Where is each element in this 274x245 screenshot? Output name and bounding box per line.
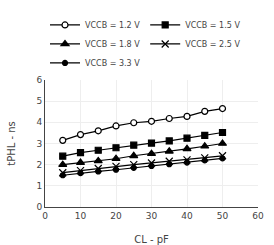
svg-text:1: 1: [36, 181, 42, 191]
svg-text:4: 4: [36, 117, 42, 127]
svg-text:tPHL - ns: tPHL - ns: [6, 121, 17, 166]
svg-text:VCCB = 3.3 V: VCCB = 3.3 V: [85, 59, 140, 68]
svg-text:6: 6: [36, 75, 42, 85]
svg-text:3: 3: [36, 139, 42, 149]
svg-text:30: 30: [146, 211, 158, 221]
svg-text:2: 2: [36, 160, 42, 170]
svg-text:CL - pF: CL - pF: [134, 234, 169, 245]
svg-text:50: 50: [217, 211, 229, 221]
svg-text:20: 20: [110, 211, 122, 221]
svg-text:40: 40: [181, 211, 193, 221]
svg-text:0: 0: [42, 211, 48, 221]
svg-text:5: 5: [36, 96, 42, 106]
svg-text:VCCB = 1.5 V: VCCB = 1.5 V: [185, 21, 240, 30]
svg-text:60: 60: [252, 211, 264, 221]
svg-text:10: 10: [75, 211, 87, 221]
svg-text:VCCB = 1.2 V: VCCB = 1.2 V: [85, 21, 140, 30]
svg-text:VCCB = 1.8 V: VCCB = 1.8 V: [85, 40, 140, 49]
svg-text:VCCB = 2.5 V: VCCB = 2.5 V: [185, 40, 240, 49]
svg-text:0: 0: [36, 202, 42, 212]
